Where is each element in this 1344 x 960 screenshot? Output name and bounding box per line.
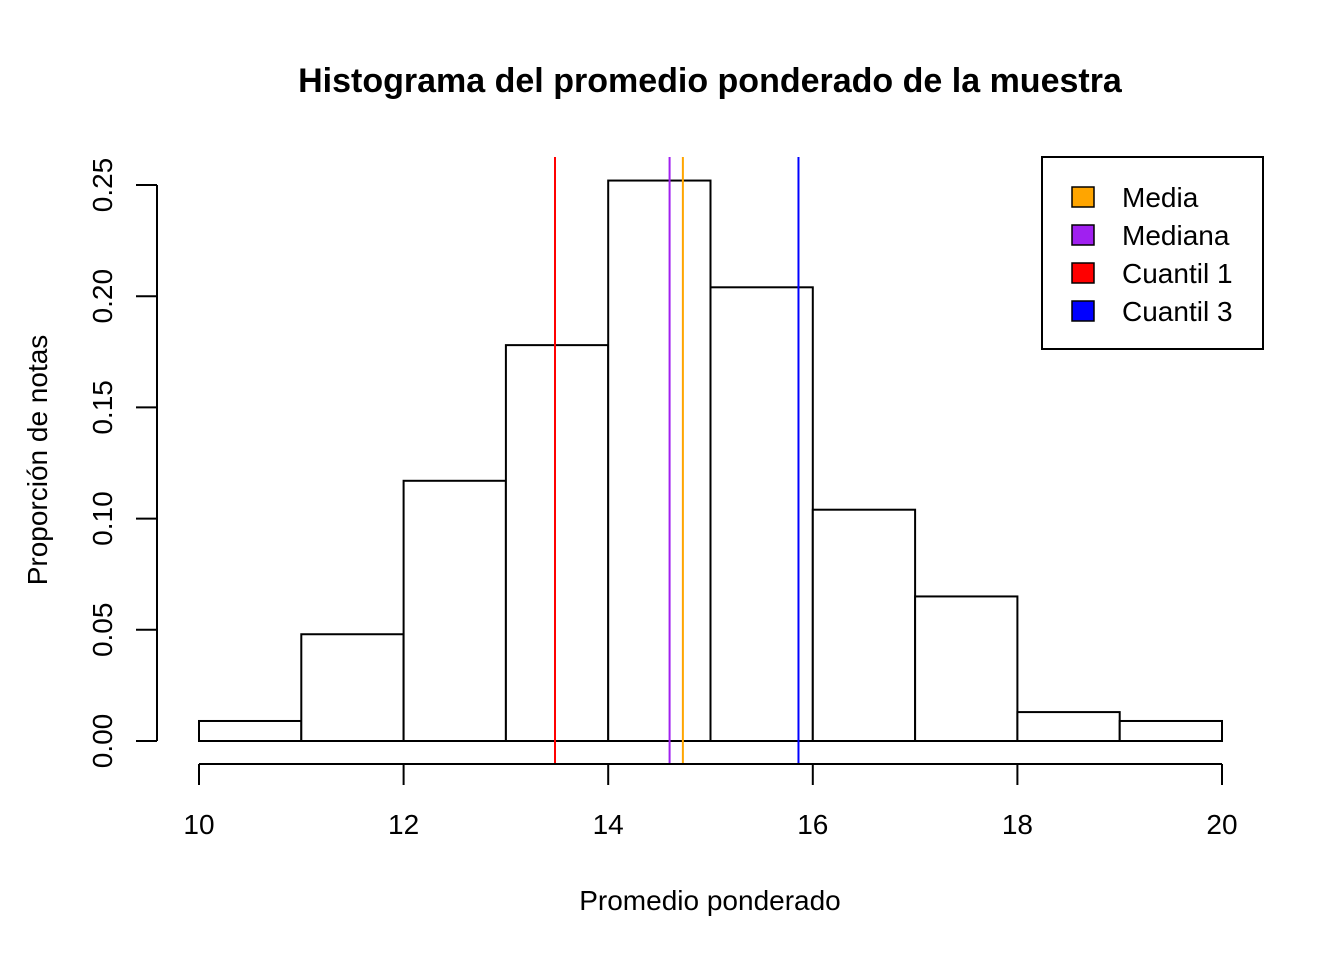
reference-lines bbox=[554, 157, 800, 764]
y-tick-label: 0.25 bbox=[87, 158, 118, 213]
x-tick-label: 20 bbox=[1206, 809, 1237, 840]
legend-label: Media bbox=[1122, 182, 1199, 213]
y-tick-label: 0.20 bbox=[87, 269, 118, 324]
y-tick-label: 0.05 bbox=[87, 603, 118, 658]
x-tick-label: 18 bbox=[1002, 809, 1033, 840]
y-axis-label: Proporción de notas bbox=[22, 335, 53, 586]
chart-title: Histograma del promedio ponderado de la … bbox=[298, 62, 1123, 100]
histogram-bar bbox=[402, 479, 507, 742]
histogram-bar bbox=[198, 719, 303, 743]
histogram-bar bbox=[709, 286, 814, 742]
histogram-bar bbox=[811, 508, 917, 743]
x-tick-label: 12 bbox=[388, 809, 419, 840]
legend-swatch bbox=[1071, 300, 1095, 322]
x-axis-label: Promedio ponderado bbox=[579, 885, 841, 916]
legend-swatch bbox=[1071, 186, 1095, 208]
legend-label: Cuantil 3 bbox=[1122, 296, 1233, 327]
x-tick-label: 10 bbox=[183, 809, 214, 840]
x-tick-label: 16 bbox=[797, 809, 828, 840]
y-tick-label: 0.15 bbox=[87, 380, 118, 435]
legend: Media Mediana Cuantil 1 Cuantil 3 bbox=[1041, 156, 1264, 350]
legend-swatch bbox=[1071, 262, 1095, 284]
y-tick-label: 0.00 bbox=[87, 714, 118, 769]
x-axis: 10 12 14 16 18 20 bbox=[183, 763, 1238, 840]
histogram-bars bbox=[198, 179, 1223, 743]
legend-label: Mediana bbox=[1122, 220, 1230, 251]
y-tick-label: 0.10 bbox=[87, 491, 118, 546]
histogram-bar bbox=[607, 179, 712, 742]
histogram-bar bbox=[1118, 719, 1223, 743]
histogram-bar bbox=[1016, 711, 1121, 743]
y-axis: 0.00 0.05 0.10 0.15 0.20 0.25 bbox=[87, 158, 158, 769]
x-tick-label: 14 bbox=[593, 809, 624, 840]
legend-label: Cuantil 1 bbox=[1122, 258, 1233, 289]
legend-swatch bbox=[1071, 224, 1095, 246]
histogram-bar bbox=[914, 595, 1019, 742]
histogram-bar bbox=[504, 344, 610, 742]
histogram-bar bbox=[300, 633, 405, 742]
